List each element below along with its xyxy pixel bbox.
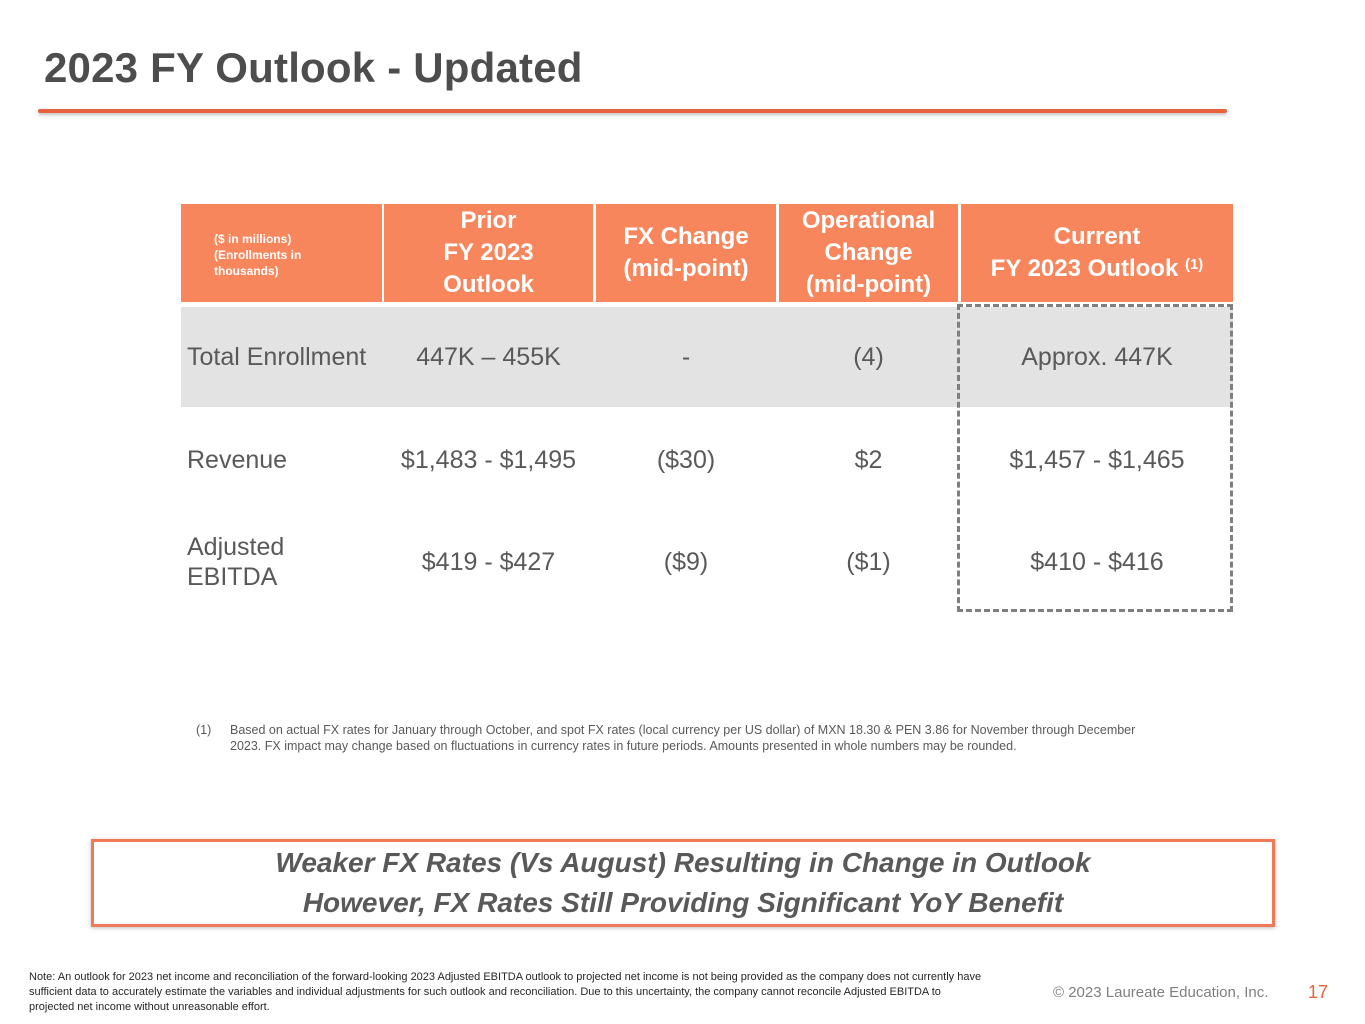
copyright: © 2023 Laureate Education, Inc.: [1053, 984, 1269, 1001]
callout-line-2: However, FX Rates Still Providing Signif…: [302, 887, 1064, 918]
revenue-fx: ($30): [656, 445, 716, 474]
total-enrollment-prior: 447K – 455K: [416, 342, 561, 371]
revenue-operational: $2: [854, 445, 883, 474]
prior-outlook-header: Prior FY 2023 Outlook: [384, 204, 593, 302]
adjusted-ebitda-operational: ($1): [846, 547, 891, 576]
title-divider: [38, 109, 1227, 113]
page-number: 17: [1308, 982, 1329, 1002]
adjusted-ebitda-current: $410 - $416: [1030, 547, 1164, 576]
key-takeaway-callout: Weaker FX Rates (Vs August) Resulting in…: [91, 839, 1275, 927]
total-enrollment-fx: -: [681, 342, 691, 371]
table-row-shade: [181, 307, 1233, 407]
footnote-number: (1): [196, 723, 212, 737]
outlook-table: ($ in millions) (Enrollments in thousand…: [181, 204, 1233, 612]
current-outlook-header-label: Current FY 2023 Outlook: [990, 223, 1179, 282]
adjusted-ebitda-prior: $419 - $427: [421, 547, 556, 576]
revenue-prior: $1,483 - $1,495: [400, 445, 577, 474]
current-outlook-header-text: Current FY 2023 Outlook (1): [991, 221, 1204, 285]
current-outlook-highlight: [957, 304, 1233, 612]
units-header-cell: ($ in millions) (Enrollments in thousand…: [181, 204, 382, 302]
row-label-adjusted-ebitda: Adjusted EBITDA: [187, 533, 285, 591]
disclaimer-note: Note: An outlook for 2023 net income and…: [29, 971, 982, 1013]
adjusted-ebitda-fx: ($9): [663, 547, 709, 576]
current-outlook-header: Current FY 2023 Outlook (1): [961, 204, 1233, 302]
operational-change-header-label: Operational Change (mid-point): [801, 207, 936, 298]
page-title: 2023 FY Outlook - Updated: [44, 44, 583, 91]
footnote-ref: (1): [1184, 256, 1204, 273]
total-enrollment-current: Approx. 447K: [1021, 342, 1173, 371]
revenue-current: $1,457 - $1,465: [1009, 445, 1185, 474]
operational-change-header: Operational Change (mid-point): [779, 204, 958, 302]
footnote: (1) Based on actual FX rates for January…: [196, 722, 1156, 754]
callout-line-1: Weaker FX Rates (Vs August) Resulting in…: [275, 847, 1091, 878]
units-label: ($ in millions) (Enrollments in thousand…: [214, 232, 302, 278]
row-label-revenue: Revenue: [187, 446, 288, 474]
footnote-text: Based on actual FX rates for January thr…: [230, 723, 1136, 753]
prior-outlook-header-label: Prior FY 2023 Outlook: [443, 207, 534, 298]
fx-change-header: FX Change (mid-point): [596, 204, 776, 302]
fx-change-header-label: FX Change (mid-point): [623, 223, 749, 282]
row-label-total-enrollment: Total Enrollment: [187, 343, 367, 371]
total-enrollment-operational: (4): [853, 342, 884, 371]
